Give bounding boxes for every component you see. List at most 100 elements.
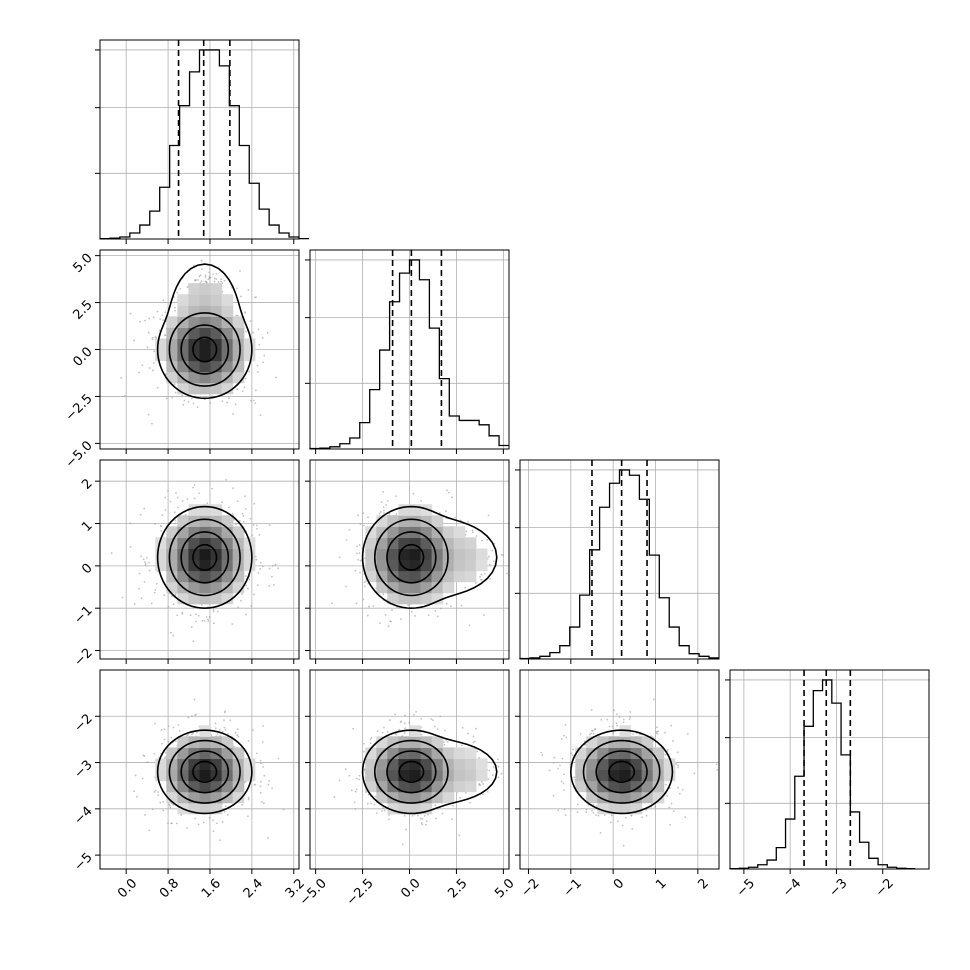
density-cell xyxy=(232,371,245,384)
density-cell xyxy=(398,526,411,538)
density-cell xyxy=(630,791,643,804)
density-cell xyxy=(597,791,610,804)
scatter-point xyxy=(541,754,544,756)
scatter-point xyxy=(198,492,200,495)
scatter-point xyxy=(186,286,189,289)
scatter-point xyxy=(358,778,360,781)
scatter-point xyxy=(425,820,428,823)
scatter-point xyxy=(259,791,262,794)
y-tick-label: 2 xyxy=(79,476,95,492)
scatter-point xyxy=(192,402,195,405)
scatter-point xyxy=(464,586,467,589)
scatter-point xyxy=(362,598,365,601)
density-cell xyxy=(442,747,455,760)
scatter-point xyxy=(401,843,404,846)
contour-line xyxy=(192,336,218,363)
density-cell xyxy=(387,526,400,538)
density-panel-1-3 xyxy=(305,669,510,874)
scatter-point xyxy=(263,774,266,777)
scatter-point xyxy=(256,527,258,530)
density-cell xyxy=(365,537,377,550)
scatter-point xyxy=(676,751,679,754)
scatter-point xyxy=(345,585,347,588)
scatter-point xyxy=(686,732,689,735)
scatter-point xyxy=(121,596,124,599)
scatter-point xyxy=(153,752,156,755)
scatter-point xyxy=(240,599,242,602)
density-cell xyxy=(398,504,411,516)
scatter-point xyxy=(369,742,372,745)
scatter-point xyxy=(617,820,619,823)
scatter-point xyxy=(236,500,239,503)
scatter-point xyxy=(465,791,467,794)
scatter-point xyxy=(161,514,164,517)
scatter-point xyxy=(138,572,141,575)
scatter-point xyxy=(238,519,241,522)
density-cell xyxy=(453,526,466,538)
density-cell xyxy=(177,526,190,538)
x-tick-label: 1 xyxy=(653,876,669,892)
scatter-point xyxy=(383,726,385,729)
density-cell xyxy=(177,360,190,373)
scatter-point xyxy=(486,790,489,793)
scatter-point xyxy=(208,816,211,819)
density-cell xyxy=(177,537,190,550)
density-cell xyxy=(199,592,212,605)
scatter-point xyxy=(247,796,250,799)
density-cell xyxy=(586,791,598,804)
scatter-point xyxy=(386,500,389,502)
scatter-point xyxy=(573,776,576,779)
density-cell xyxy=(387,747,400,760)
scatter-point xyxy=(481,539,483,542)
scatter-point xyxy=(412,492,415,495)
density-cell xyxy=(199,758,212,771)
density-cell xyxy=(210,327,223,340)
scatter-point xyxy=(372,605,375,607)
density-cell xyxy=(376,581,388,594)
scatter-point xyxy=(257,328,260,331)
density-cell xyxy=(365,559,377,572)
scatter-point xyxy=(159,318,162,321)
scatter-point xyxy=(461,726,464,729)
density-cell xyxy=(608,780,621,793)
density-cell xyxy=(199,371,212,384)
scatter-point xyxy=(479,784,481,787)
scatter-point xyxy=(167,725,170,727)
scatter-point xyxy=(241,512,244,515)
scatter-point xyxy=(241,593,243,595)
scatter-point xyxy=(198,275,201,278)
density-cell xyxy=(652,780,665,793)
scatter-point xyxy=(129,522,132,525)
density-cell xyxy=(420,736,433,748)
density-cell xyxy=(166,791,178,804)
scatter-point xyxy=(228,397,230,399)
scatter-point xyxy=(631,828,634,830)
scatter-point xyxy=(258,533,261,536)
scatter-point xyxy=(585,808,588,811)
scatter-point xyxy=(465,530,468,533)
density-cell xyxy=(221,382,234,395)
density-cell xyxy=(188,504,201,516)
density-cell xyxy=(177,736,190,748)
scatter-point xyxy=(167,822,169,825)
axis-frame xyxy=(729,669,930,870)
scatter-point xyxy=(176,614,179,617)
scatter-point xyxy=(552,761,555,764)
scatter-point xyxy=(212,610,215,613)
scatter-point xyxy=(254,783,257,786)
density-cell xyxy=(442,526,455,538)
density-cell xyxy=(398,592,411,605)
density-cell xyxy=(210,338,223,351)
density-cell xyxy=(210,349,223,362)
scatter-point xyxy=(220,280,222,283)
scatter-point xyxy=(192,640,195,643)
density-cell xyxy=(188,758,201,771)
scatter-point xyxy=(271,787,274,790)
scatter-point xyxy=(460,604,463,607)
density-cell xyxy=(663,758,676,771)
scatter-point xyxy=(489,577,491,580)
scatter-point xyxy=(486,538,489,541)
density-cell xyxy=(586,736,598,748)
density-cell xyxy=(243,559,256,572)
scatter-point xyxy=(591,729,593,732)
